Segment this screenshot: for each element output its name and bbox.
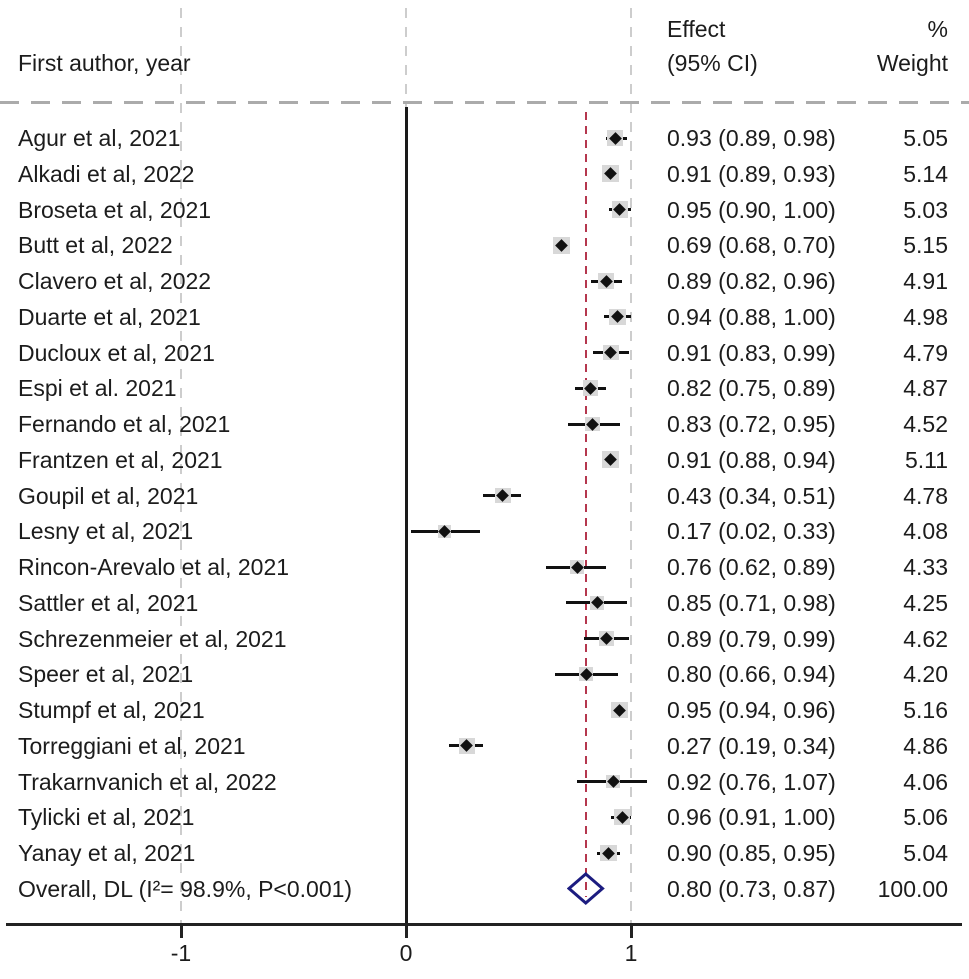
x-tick-label-one: 1 — [624, 940, 638, 966]
study-label: Duarte et al, 2021 — [18, 303, 201, 330]
overall-effect-reference-line — [585, 112, 587, 897]
weight-value: 5.03 — [903, 196, 948, 223]
effect-ci-value: 0.43 (0.34, 0.51) — [667, 482, 836, 509]
effect-ci-value: 0.91 (0.88, 0.94) — [667, 446, 836, 473]
effect-ci-value: 0.89 (0.79, 0.99) — [667, 625, 836, 652]
study-label: Fernando et al, 2021 — [18, 411, 231, 437]
gridline-one — [630, 8, 632, 924]
weight-value: 5.14 — [903, 160, 948, 187]
weight-value: 4.91 — [903, 268, 948, 294]
overall-label: Overall, DL (I²= 98.9%, P<0.001) — [18, 875, 353, 902]
null-effect-line — [404, 107, 408, 925]
weight-value: 4.78 — [903, 482, 948, 509]
effect-ci-value: 0.76 (0.62, 0.89) — [667, 554, 836, 580]
overall-weight-value: 100.00 — [877, 875, 948, 902]
effect-ci-value: 0.27 (0.19, 0.34) — [667, 732, 836, 759]
effect-ci-value: 0.80 (0.66, 0.94) — [667, 661, 836, 688]
study-label: Tylicki et al, 2021 — [18, 804, 195, 831]
weight-value: 4.87 — [903, 375, 948, 402]
study-label: Rincon-Arevalo et al, 2021 — [18, 554, 290, 580]
x-tick-minus1 — [179, 925, 183, 938]
effect-ci-value: 0.91 (0.83, 0.99) — [667, 339, 836, 366]
weight-value: 5.15 — [903, 232, 948, 259]
study-label: Stumpf et al, 2021 — [18, 697, 205, 723]
study-label: Ducloux et al, 2021 — [18, 339, 215, 366]
study-label: Alkadi et al, 2022 — [18, 160, 195, 187]
column-header-weight-line1: % — [927, 16, 948, 42]
x-tick-label-minus1: -1 — [170, 940, 192, 966]
effect-ci-value: 0.92 (0.76, 1.07) — [667, 768, 836, 795]
column-header-study: First author, year — [18, 50, 191, 76]
column-header-effect-line2: (95% CI) — [667, 50, 758, 76]
study-label: Schrezenmeier et al, 2021 — [18, 625, 287, 652]
effect-ci-value: 0.85 (0.71, 0.98) — [667, 589, 836, 616]
study-label: Sattler et al, 2021 — [18, 589, 199, 616]
weight-value: 4.33 — [903, 554, 948, 580]
effect-ci-value: 0.89 (0.82, 0.96) — [667, 268, 836, 294]
gridline-minus1 — [180, 8, 182, 924]
effect-ci-value: 0.94 (0.88, 1.00) — [667, 303, 836, 330]
study-label: Frantzen et al, 2021 — [18, 446, 223, 473]
weight-value: 4.52 — [903, 411, 948, 437]
study-label: Yanay et al, 2021 — [18, 840, 196, 866]
overall-diamond — [567, 872, 605, 906]
effect-ci-value: 0.83 (0.72, 0.95) — [667, 411, 836, 437]
effect-ci-value: 0.96 (0.91, 1.00) — [667, 804, 836, 831]
study-label: Agur et al, 2021 — [18, 125, 181, 151]
weight-value: 5.04 — [903, 840, 948, 866]
effect-ci-value: 0.91 (0.89, 0.93) — [667, 160, 836, 187]
effect-ci-value: 0.93 (0.89, 0.98) — [667, 125, 836, 151]
weight-value: 5.05 — [903, 125, 948, 151]
effect-ci-value: 0.82 (0.75, 0.89) — [667, 375, 836, 402]
weight-value: 4.20 — [903, 661, 948, 688]
effect-ci-value: 0.90 (0.85, 0.95) — [667, 840, 836, 866]
weight-value: 4.62 — [903, 625, 948, 652]
effect-ci-value: 0.95 (0.94, 0.96) — [667, 697, 836, 723]
column-header-effect-line1: Effect — [667, 16, 726, 42]
weight-value: 4.86 — [903, 732, 948, 759]
effect-ci-value: 0.95 (0.90, 1.00) — [667, 196, 836, 223]
study-label: Clavero et al, 2022 — [18, 268, 212, 294]
x-tick-zero — [404, 925, 408, 938]
weight-value: 4.79 — [903, 339, 948, 366]
study-label: Broseta et al, 2021 — [18, 196, 212, 223]
study-label: Goupil et al, 2021 — [18, 482, 199, 509]
study-label: Espi et al. 2021 — [18, 375, 177, 402]
study-label: Lesny et al, 2021 — [18, 518, 194, 545]
x-axis-line — [6, 923, 962, 926]
study-label: Trakarnvanich et al, 2022 — [18, 768, 277, 795]
study-label: Torreggiani et al, 2021 — [18, 732, 246, 759]
effect-ci-value: 0.69 (0.68, 0.70) — [667, 232, 836, 259]
x-tick-one — [629, 925, 633, 938]
study-label: Butt et al, 2022 — [18, 232, 173, 259]
weight-value: 5.06 — [903, 804, 948, 831]
weight-value: 5.11 — [904, 446, 948, 473]
x-tick-label-zero: 0 — [399, 940, 413, 966]
weight-value: 5.16 — [903, 697, 948, 723]
effect-ci-value: 0.17 (0.02, 0.33) — [667, 518, 836, 545]
overall-diamond-outline — [567, 872, 605, 906]
weight-value: 4.08 — [903, 518, 948, 545]
study-label: Speer et al, 2021 — [18, 661, 194, 688]
weight-value: 4.06 — [903, 768, 948, 795]
header-separator-line — [0, 101, 969, 104]
column-header-weight-line2: Weight — [876, 50, 948, 76]
overall-effect-ci-value: 0.80 (0.73, 0.87) — [667, 875, 836, 902]
weight-value: 4.98 — [903, 303, 948, 330]
weight-value: 4.25 — [903, 589, 948, 616]
